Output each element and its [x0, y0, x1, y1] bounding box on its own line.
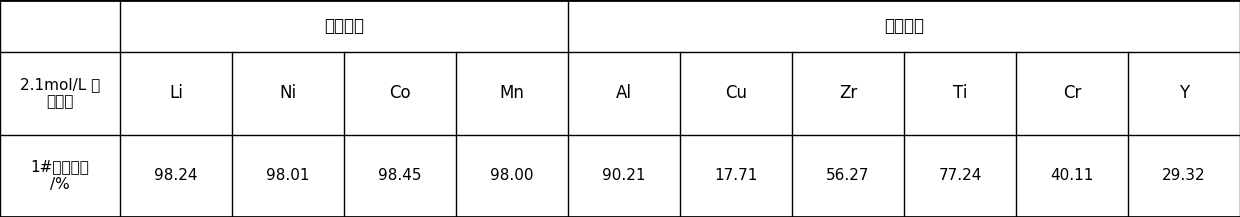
Text: 2.1mol/L 硫
酸浸出: 2.1mol/L 硫 酸浸出 [20, 77, 100, 110]
Text: Ti: Ti [952, 84, 967, 102]
Text: 掺杂金属: 掺杂金属 [884, 17, 924, 35]
Text: Cu: Cu [725, 84, 746, 102]
Text: Y: Y [1179, 84, 1189, 102]
Text: 98.24: 98.24 [154, 168, 198, 183]
Text: 1#样浸出率
/%: 1#样浸出率 /% [31, 159, 89, 192]
Text: Ni: Ni [279, 84, 296, 102]
Text: 77.24: 77.24 [939, 168, 982, 183]
Text: 98.01: 98.01 [267, 168, 310, 183]
Text: Mn: Mn [500, 84, 525, 102]
Text: 98.45: 98.45 [378, 168, 422, 183]
Text: 40.11: 40.11 [1050, 168, 1094, 183]
Text: Co: Co [389, 84, 410, 102]
Text: Cr: Cr [1063, 84, 1081, 102]
Text: 56.27: 56.27 [826, 168, 869, 183]
Text: Zr: Zr [839, 84, 857, 102]
Text: 98.00: 98.00 [490, 168, 533, 183]
Text: Li: Li [169, 84, 184, 102]
Text: Al: Al [616, 84, 632, 102]
Text: 29.32: 29.32 [1162, 168, 1205, 183]
Text: 17.71: 17.71 [714, 168, 758, 183]
Text: 主要金属: 主要金属 [324, 17, 365, 35]
Text: 90.21: 90.21 [603, 168, 646, 183]
